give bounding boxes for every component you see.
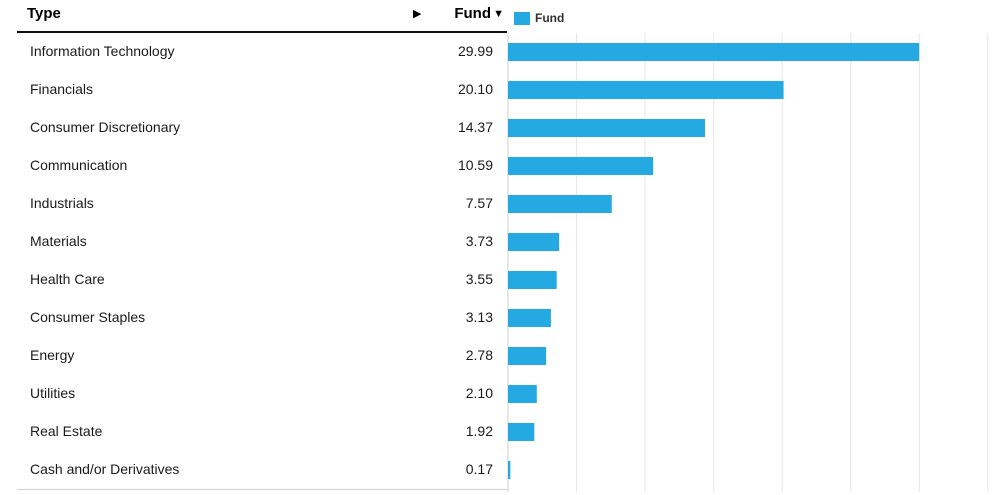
row-value: 20.10 (457, 81, 493, 97)
table-header: Type ▶ Fund ▼ (17, 0, 507, 33)
row-value: 29.99 (457, 43, 493, 59)
triangle-down-icon[interactable]: ▼ (493, 8, 504, 20)
row-value: 1.92 (465, 423, 493, 439)
chart-bar[interactable] (508, 233, 560, 251)
table-row: Materials 3.73 (17, 223, 507, 261)
row-value: 3.73 (465, 233, 493, 249)
table-row: Utilities 2.10 (17, 375, 507, 413)
chart-bar[interactable] (508, 157, 654, 175)
row-label: Cash and/or Derivatives (30, 461, 180, 477)
table-row: Real Estate 1.92 (17, 413, 507, 451)
legend-swatch (514, 12, 530, 25)
triangle-right-icon[interactable]: ▶ (413, 8, 422, 20)
row-label: Materials (30, 233, 87, 249)
table-row: Energy 2.78 (17, 337, 507, 375)
row-label: Real Estate (30, 423, 103, 439)
row-value: 3.55 (465, 271, 493, 287)
chart-bar[interactable] (508, 81, 784, 99)
row-value: 3.13 (465, 309, 493, 325)
table-row: Health Care 3.55 (17, 261, 507, 299)
row-label: Communication (30, 157, 128, 173)
row-label: Energy (30, 347, 75, 363)
table-row: Communication 10.59 (17, 147, 507, 185)
row-value: 2.10 (465, 385, 493, 401)
legend-label: Fund (535, 11, 565, 25)
row-label: Financials (30, 81, 94, 97)
row-value: 14.37 (457, 119, 493, 135)
chart-bar[interactable] (508, 347, 547, 365)
row-label: Health Care (30, 271, 105, 287)
chart-bar[interactable] (508, 119, 706, 137)
row-value: 2.78 (465, 347, 493, 363)
row-label: Industrials (30, 195, 94, 211)
type-column-header[interactable]: Type (27, 5, 61, 22)
row-label: Information Technology (30, 43, 175, 59)
table-row: Consumer Discretionary 14.37 (17, 109, 507, 147)
fund-column-header[interactable]: Fund (454, 5, 491, 22)
chart-bar[interactable] (508, 271, 557, 289)
row-label: Consumer Staples (30, 309, 146, 325)
chart-bar[interactable] (508, 461, 511, 479)
sector-table: Information Technology 29.99 Financials 20.… (17, 33, 507, 490)
chart-bar[interactable] (508, 195, 612, 213)
chart-bar[interactable] (508, 385, 537, 403)
table-row: Industrials 7.57 (17, 185, 507, 223)
row-value: 0.17 (465, 461, 493, 477)
row-label: Utilities (30, 385, 76, 401)
chart-bar[interactable] (508, 309, 551, 327)
table-row: Financials 20.10 (17, 71, 507, 109)
chart-bar[interactable] (508, 43, 920, 61)
row-value: 7.57 (465, 195, 493, 211)
row-label: Consumer Discretionary (30, 119, 181, 135)
chart-bar[interactable] (508, 423, 535, 441)
table-row: Cash and/or Derivatives 0.17 (17, 451, 507, 489)
row-value: 10.59 (457, 157, 493, 173)
table-row: Information Technology 29.99 (17, 33, 507, 71)
table-row: Consumer Staples 3.13 (17, 299, 507, 337)
